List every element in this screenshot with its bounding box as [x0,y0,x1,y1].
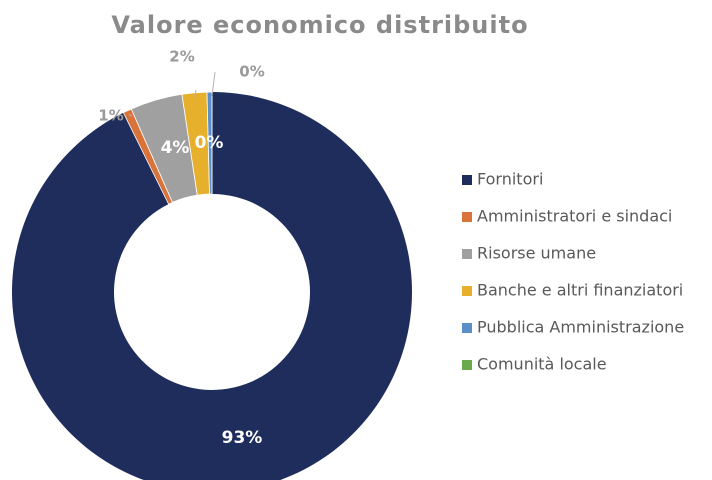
leader-line [194,89,197,97]
legend-swatch [462,175,472,185]
data-label: 93% [222,428,263,448]
data-label: 0% [239,63,264,81]
legend-swatch [462,360,472,370]
legend-swatch [462,212,472,222]
legend-label: Amministratori e sindaci [477,207,672,226]
chart-title: Valore economico distribuito [111,11,528,39]
data-label: 1% [98,107,123,125]
legend-label: Banche e altri finanziatori [477,281,683,300]
legend-label: Risorse umane [477,244,596,263]
leader-line [211,71,216,97]
data-label: 4% [161,138,190,158]
data-label: 2% [169,48,194,66]
legend-label: Pubblica Amministrazione [477,318,684,337]
data-label: 0% [195,133,224,153]
legend-label: Comunità locale [477,355,607,374]
legend-swatch [462,249,472,259]
donut-slice [12,92,412,480]
leader-line [128,113,133,117]
legend-swatch [462,323,472,333]
legend-swatch [462,286,472,296]
legend-label: Fornitori [477,170,543,189]
